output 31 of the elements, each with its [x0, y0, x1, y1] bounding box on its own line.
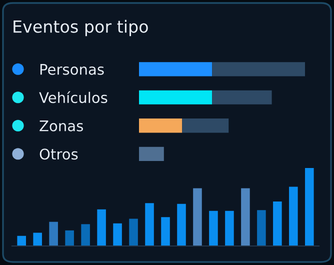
bar [161, 217, 170, 246]
bar [139, 62, 212, 76]
bar [305, 168, 314, 246]
bar [139, 90, 212, 104]
bar [182, 118, 229, 133]
bar [212, 90, 272, 104]
bar [139, 146, 164, 161]
bar [81, 224, 90, 246]
y-tick-label: Personas [40, 64, 104, 75]
bar [113, 223, 122, 246]
bar [193, 188, 202, 246]
bar [145, 203, 154, 246]
bar [257, 210, 266, 246]
y-tick-label: Vehículos [39, 91, 108, 104]
chart-title: Eventos por tipo [14, 20, 148, 36]
y-tick-label: Otros [40, 148, 78, 160]
bar [65, 230, 74, 246]
y-tick-label: Zonas [40, 120, 83, 132]
bar [241, 188, 250, 246]
bar [177, 204, 186, 246]
bar [289, 186, 298, 246]
bar [273, 202, 282, 246]
bar [33, 232, 42, 246]
bar [49, 222, 58, 246]
bar [17, 236, 26, 246]
bar [129, 218, 138, 246]
bar [225, 210, 234, 246]
bar [209, 210, 218, 246]
bar [212, 62, 305, 76]
bar [139, 118, 182, 133]
bar [97, 209, 106, 246]
